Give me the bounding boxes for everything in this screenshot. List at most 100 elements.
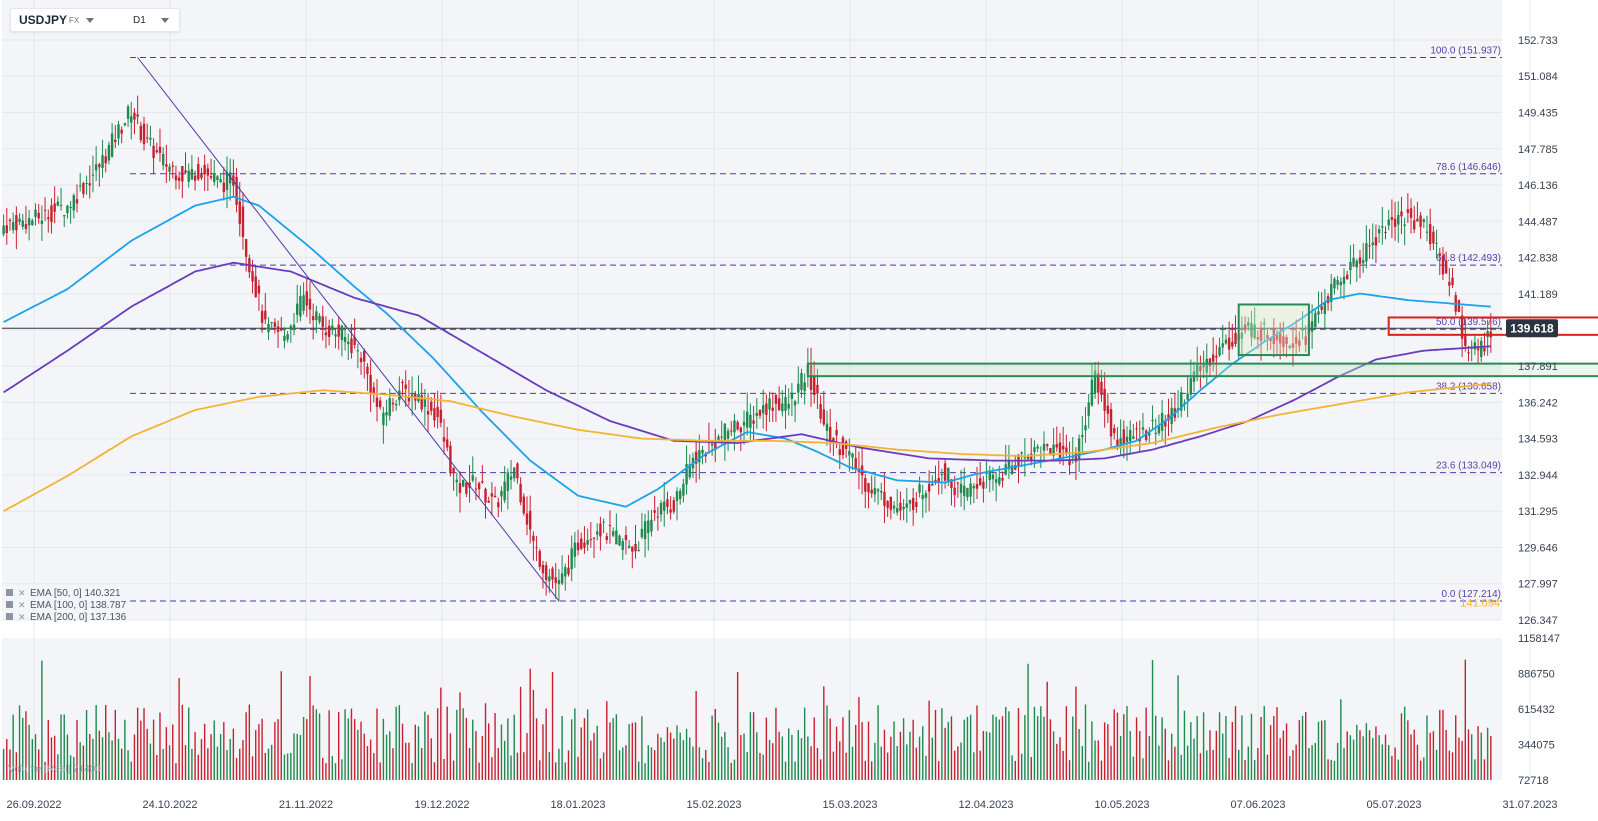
candle-body <box>813 375 816 396</box>
candle-body <box>790 392 794 399</box>
settings-icon <box>6 589 13 596</box>
candle-body <box>1361 260 1365 264</box>
candle-body <box>1413 220 1416 230</box>
candle-body <box>1231 341 1234 347</box>
candle-body <box>1432 231 1435 244</box>
candle-body <box>663 501 666 511</box>
chevron-down-icon[interactable] <box>86 18 94 23</box>
candle-body <box>187 170 190 182</box>
candle-body <box>69 206 72 209</box>
price-tick-label: 141.189 <box>1518 289 1558 301</box>
candle-body <box>63 215 66 217</box>
candle-body <box>1444 260 1448 274</box>
candle-body <box>273 322 277 327</box>
date-tick-label: 15.02.2023 <box>686 799 741 811</box>
candle-body <box>554 577 557 583</box>
candle-body <box>966 487 969 498</box>
candle-body <box>461 480 465 487</box>
candle-body <box>1349 261 1352 271</box>
candle-body <box>864 478 867 492</box>
candle-body <box>455 479 458 483</box>
candle-body <box>1355 260 1358 268</box>
candle-body <box>733 420 736 433</box>
candle-body <box>509 476 513 480</box>
candle-body <box>296 303 299 315</box>
candle-body <box>589 539 593 541</box>
candle-body <box>586 540 589 545</box>
candle-body <box>292 324 296 329</box>
candle-body <box>838 449 841 456</box>
candle-body <box>283 335 286 341</box>
candle-body <box>528 510 532 530</box>
candle-body <box>477 483 481 490</box>
candle-body <box>1278 333 1282 344</box>
candle-body <box>343 337 347 343</box>
symbol-selector[interactable]: USDJPY FX D1 <box>10 8 180 32</box>
candle-body <box>430 401 433 411</box>
candle-body <box>1227 337 1231 350</box>
candle-body <box>1211 354 1215 362</box>
fib-level-label: 50.0 (139.576) <box>1436 317 1501 328</box>
candle-body <box>155 150 158 153</box>
candle-body <box>1377 229 1381 234</box>
candle-body <box>241 206 245 238</box>
candle-body <box>1065 447 1068 454</box>
candle-body <box>1141 427 1145 430</box>
candle-body <box>1483 347 1486 352</box>
candle-body <box>257 285 261 294</box>
chevron-down-icon[interactable] <box>161 18 169 23</box>
candle-body <box>576 542 580 551</box>
candle-body <box>1346 274 1349 280</box>
candle-body <box>927 483 931 492</box>
candle-body <box>452 467 455 474</box>
candle-body <box>385 411 388 416</box>
candle-body <box>1205 358 1208 373</box>
trendline <box>137 57 560 602</box>
candle-body <box>1387 219 1390 226</box>
candle-body <box>1368 245 1371 247</box>
candle-body <box>1160 413 1164 431</box>
candle-body <box>1097 373 1100 393</box>
candle-body <box>784 396 787 411</box>
candle-body <box>369 374 372 394</box>
timeframe-label: D1 <box>133 15 146 26</box>
candle-body <box>506 472 510 491</box>
candle-body <box>573 542 577 557</box>
candle-body <box>1144 430 1148 441</box>
candle-body <box>136 114 139 117</box>
candle-body <box>1320 306 1323 310</box>
candle-body <box>959 483 963 494</box>
candle-body <box>228 172 232 184</box>
candle-body <box>605 536 608 541</box>
candle-body <box>685 464 688 485</box>
candle-body <box>1352 257 1355 264</box>
settings-icon <box>6 613 13 620</box>
candle-body <box>870 489 873 494</box>
candle-body <box>318 315 321 323</box>
candle-body <box>15 215 18 231</box>
candle-body <box>500 490 503 497</box>
candle-body <box>267 323 270 333</box>
candle-body <box>114 139 117 142</box>
price-tick-label: 136.242 <box>1518 397 1558 409</box>
candle-body <box>557 579 561 585</box>
candle-body <box>340 325 344 341</box>
candle-body <box>1004 464 1007 475</box>
price-tick-label: 131.295 <box>1518 506 1558 518</box>
candle-body <box>570 548 573 570</box>
candle-body <box>1030 453 1033 462</box>
candle-body <box>896 508 899 513</box>
candle-body <box>911 497 915 511</box>
candle-body <box>1390 217 1394 220</box>
market-label: FX <box>69 16 80 25</box>
candle-body <box>391 402 395 405</box>
fib-level-label: 61.8 (142.493) <box>1436 253 1501 264</box>
candle-body <box>803 382 806 392</box>
candle-body <box>1007 461 1011 470</box>
candle-body <box>1339 281 1343 286</box>
candle-body <box>1304 336 1307 346</box>
candle-body <box>213 173 216 182</box>
candle-body <box>800 373 803 390</box>
